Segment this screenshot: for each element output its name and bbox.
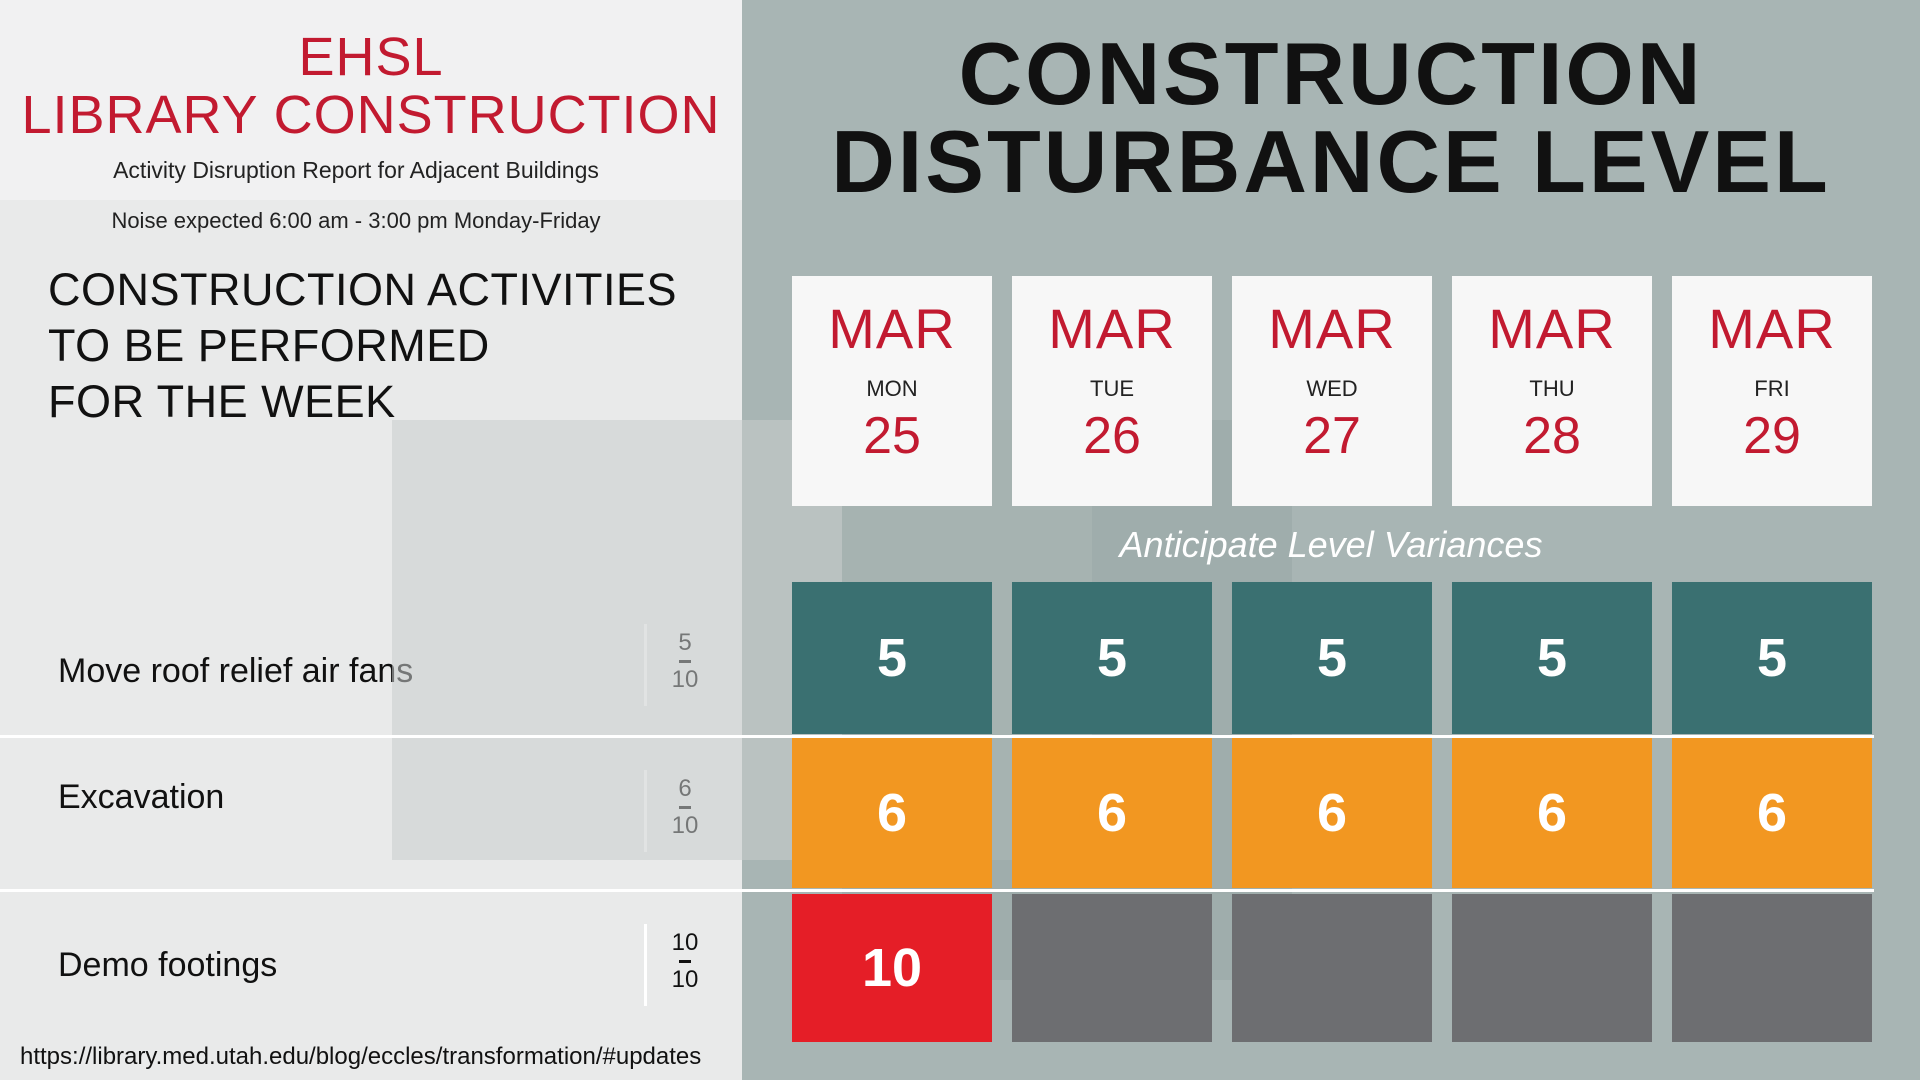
level-cell: 5 — [1232, 582, 1432, 734]
day-weekday: TUE — [1090, 376, 1134, 401]
day-date: 29 — [1743, 407, 1801, 465]
level-cell: 5 — [1672, 582, 1872, 734]
day-month: MAR — [1048, 297, 1176, 360]
level-value: 10 — [671, 929, 699, 956]
day-card-fri: MAR FRI 29 — [1672, 276, 1872, 506]
day-month: MAR — [1488, 297, 1616, 360]
day-card-tue: MAR TUE 26 — [1012, 276, 1212, 506]
day-card-mon: MAR MON 25 — [792, 276, 992, 506]
title-line-2: LIBRARY CONSTRUCTION — [21, 85, 721, 145]
report-title: EHSL LIBRARY CONSTRUCTION — [0, 28, 742, 144]
day-date: 25 — [863, 407, 921, 465]
day-card-wed: MAR WED 27 — [1232, 276, 1432, 506]
day-month: MAR — [828, 297, 956, 360]
level-cell: 6 — [1232, 738, 1432, 888]
day-weekday: MON — [866, 376, 918, 401]
level-cell: 5 — [1012, 582, 1212, 734]
day-date: 28 — [1523, 407, 1581, 465]
activity-label-roof-fans: Move roof relief air fans — [58, 652, 414, 690]
disturbance-title: CONSTRUCTION DISTURBANCE LEVEL — [742, 30, 1920, 206]
day-weekday: THU — [1529, 376, 1575, 401]
activities-heading-line-3: FOR THE WEEK — [48, 376, 396, 427]
level-cell: 6 — [1452, 738, 1652, 888]
fraction-bar — [679, 960, 691, 963]
day-weekday: WED — [1306, 376, 1358, 401]
activity-level-fraction: 10 10 — [660, 930, 710, 993]
level-cell: 5 — [1452, 582, 1652, 734]
level-cell-empty — [1452, 894, 1652, 1042]
row-separator — [0, 889, 1874, 892]
level-cell: 6 — [1012, 738, 1212, 888]
day-month: MAR — [1708, 297, 1836, 360]
activity-label-excavation: Excavation — [58, 778, 225, 816]
disturbance-title-line-2: DISTURBANCE LEVEL — [831, 112, 1831, 211]
activity-divider — [644, 924, 647, 1006]
title-line-1: EHSL — [298, 27, 444, 87]
day-weekday: FRI — [1754, 376, 1790, 401]
activities-heading-line-1: CONSTRUCTION ACTIVITIES — [48, 264, 678, 315]
day-card-thu: MAR THU 28 — [1452, 276, 1652, 506]
day-month: MAR — [1268, 297, 1396, 360]
noise-note: Noise expected 6:00 am - 3:00 pm Monday-… — [111, 208, 601, 233]
row-separator — [0, 735, 1874, 738]
level-cell-empty — [1672, 894, 1872, 1042]
activities-heading: CONSTRUCTION ACTIVITIES TO BE PERFORMED … — [48, 262, 708, 430]
disturbance-title-line-1: CONSTRUCTION — [958, 24, 1704, 123]
level-cell: 6 — [792, 738, 992, 888]
report-subtitle: Activity Disruption Report for Adjacent … — [113, 157, 599, 183]
activities-heading-line-2: TO BE PERFORMED — [48, 320, 490, 371]
activity-label-demo-footings: Demo footings — [58, 946, 278, 984]
level-max: 10 — [671, 966, 699, 993]
day-date: 26 — [1083, 407, 1141, 465]
level-cell: 10 — [792, 894, 992, 1042]
level-cell-empty — [1232, 894, 1432, 1042]
day-date: 27 — [1303, 407, 1361, 465]
variances-note: Anticipate Level Variances — [1119, 524, 1543, 565]
updates-link[interactable]: https://library.med.utah.edu/blog/eccles… — [20, 1043, 702, 1070]
level-cell: 6 — [1672, 738, 1872, 888]
level-cell: 5 — [792, 582, 992, 734]
header-box — [0, 0, 742, 200]
level-cell-empty — [1012, 894, 1212, 1042]
